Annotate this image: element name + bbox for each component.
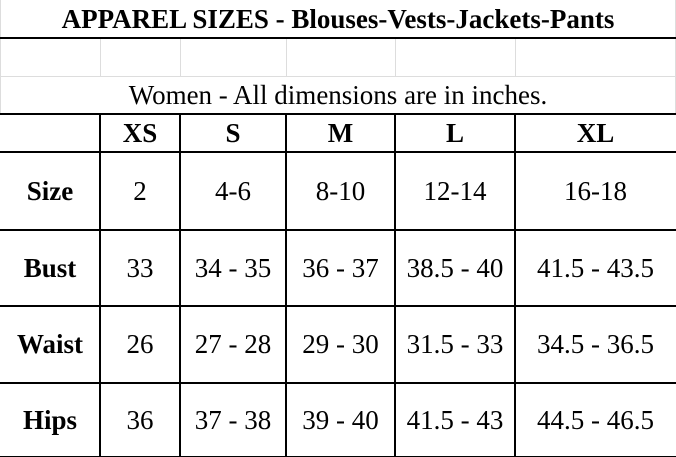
table-cell: 26	[126, 329, 154, 359]
divider	[285, 114, 287, 457]
gridline	[100, 38, 101, 76]
row-label: Size	[26, 175, 74, 206]
table-cell: 4-6	[215, 175, 251, 206]
table-cell: 37 - 38	[194, 404, 272, 435]
table-cell: 27 - 28	[194, 329, 272, 359]
table-cell: 12-14	[423, 175, 487, 206]
table-cell: 34.5 - 36.5	[537, 329, 654, 359]
gridline	[180, 38, 181, 76]
table-cell: 31.5 - 33	[406, 329, 504, 359]
divider	[179, 114, 181, 457]
table-cell: 16-18	[564, 175, 627, 206]
chart-title: APPAREL SIZES - Blouses-Vests-Jackets-Pa…	[61, 3, 615, 34]
divider	[0, 229, 676, 231]
row-label: Hips	[22, 404, 78, 435]
divider	[0, 305, 676, 307]
gridline	[286, 38, 287, 76]
divider	[0, 151, 676, 153]
table-cell: 2	[133, 175, 147, 206]
divider	[394, 114, 396, 457]
table-cell: 44.5 - 46.5	[537, 404, 654, 435]
table-cell: 41.5 - 43.5	[537, 252, 654, 283]
table-cell: 29 - 30	[302, 329, 379, 359]
gridline	[0, 0, 1, 114]
gridline	[515, 38, 516, 76]
row-label: Bust	[23, 252, 77, 283]
table-cell: 38.5 - 40	[406, 252, 504, 283]
column-header: XS	[122, 117, 158, 148]
gridline	[395, 38, 396, 76]
divider	[99, 114, 101, 457]
column-header: M	[327, 117, 354, 148]
table-cell: 36 - 37	[302, 252, 379, 283]
table-cell: 33	[126, 252, 154, 283]
table-cell: 8-10	[315, 175, 366, 206]
column-header: L	[445, 117, 464, 148]
column-header: S	[225, 117, 241, 148]
gridline	[0, 76, 676, 77]
divider	[0, 382, 676, 384]
chart-subtitle: Women - All dimensions are in inches.	[128, 79, 548, 110]
divider	[0, 37, 676, 39]
table-cell: 34 - 35	[194, 252, 272, 283]
row-label: Waist	[16, 329, 83, 359]
table-cell: 36	[126, 404, 154, 435]
divider	[0, 113, 676, 115]
column-header: XL	[576, 117, 615, 148]
table-cell: 39 - 40	[302, 404, 379, 435]
divider	[514, 114, 516, 457]
table-cell: 41.5 - 43	[406, 404, 504, 435]
